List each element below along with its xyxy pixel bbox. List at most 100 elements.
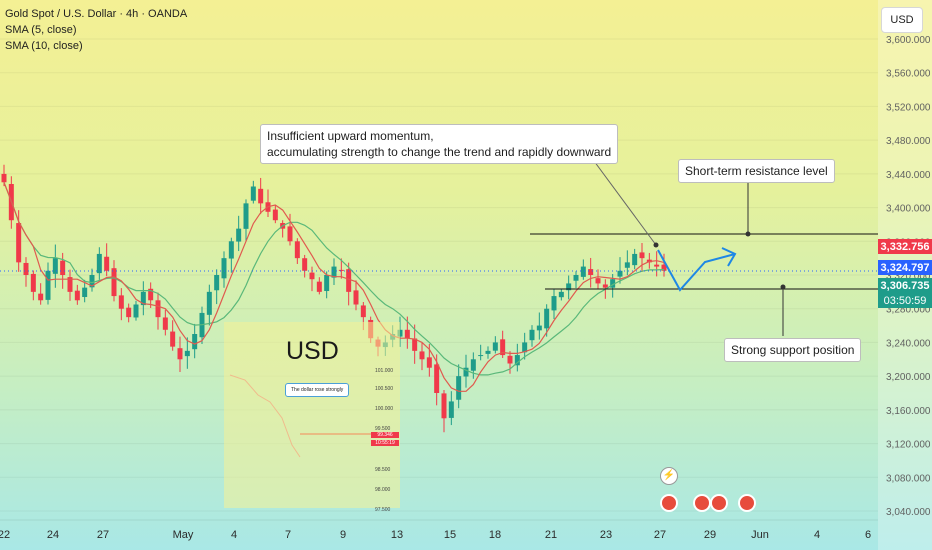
candle-body[interactable] [485,350,491,354]
candle-body[interactable] [16,223,22,263]
candle-body[interactable] [133,304,139,318]
candle-body[interactable] [250,186,256,201]
candle-body[interactable] [463,367,469,377]
price-axis[interactable] [878,0,932,550]
candle-body[interactable] [610,279,616,288]
candle-body[interactable] [346,269,352,292]
candle-body[interactable] [397,329,403,337]
candle-body[interactable] [126,307,132,318]
candle-body[interactable] [236,228,242,242]
candle-body[interactable] [140,291,146,306]
candle-body[interactable] [177,348,183,360]
candle-body[interactable] [514,355,520,366]
candle-body[interactable] [478,355,484,357]
candle-body[interactable] [639,252,645,259]
candle-body[interactable] [404,329,410,339]
candle-body[interactable] [67,277,73,292]
y-tick-label: 3,400.000 [886,204,931,215]
candle-body[interactable] [441,393,447,419]
candle-body[interactable] [89,275,95,288]
candle-body[interactable] [294,241,300,259]
candle-body[interactable] [228,241,234,259]
candle-body[interactable] [456,376,462,400]
candle-body[interactable] [536,325,542,331]
candle-body[interactable] [324,275,330,292]
candle-body[interactable] [148,288,154,301]
us-flag-icon[interactable] [738,494,756,512]
resistance-anchor [745,231,751,237]
candle-body[interactable] [551,296,557,311]
candle-body[interactable] [661,264,667,271]
candle-body[interactable] [302,258,308,271]
candle-body[interactable] [360,305,366,318]
candle-body[interactable] [588,269,594,275]
candle-body[interactable] [507,355,513,364]
candle-body[interactable] [1,173,7,183]
candle-body[interactable] [155,300,161,318]
candle-body[interactable] [96,253,102,274]
candle-body[interactable] [573,275,579,281]
candle-body[interactable] [52,258,58,274]
candle-body[interactable] [162,317,168,330]
candle-body[interactable] [272,209,278,221]
candle-body[interactable] [258,188,264,204]
candle-body[interactable] [617,270,623,277]
candle-body[interactable] [23,262,29,275]
sma5-legend[interactable]: SMA (5, close) [5,24,77,36]
x-tick-label: 29 [704,529,716,541]
candle-body[interactable] [118,295,124,309]
projection-path [657,249,736,292]
sma10-legend[interactable]: SMA (10, close) [5,40,83,52]
candle-body[interactable] [192,334,198,350]
candle-body[interactable] [654,264,660,267]
candle-body[interactable] [595,278,601,284]
x-tick-label: 22 [0,529,10,541]
candle-body[interactable] [566,283,572,291]
candle-body[interactable] [602,284,608,288]
candle-body[interactable] [170,331,176,347]
candle-body[interactable] [309,272,315,280]
candle-body[interactable] [214,275,220,291]
candle-body[interactable] [529,329,535,341]
candle-body[interactable] [38,293,44,301]
candle-body[interactable] [470,359,476,371]
candle-body[interactable] [448,401,454,418]
candle-body[interactable] [419,351,425,360]
us-flag-icon[interactable] [693,494,711,512]
candle-body[interactable] [500,339,506,356]
candle-body[interactable] [632,253,638,266]
candle-body[interactable] [338,269,344,271]
candle-body[interactable] [111,268,117,297]
symbol-title[interactable]: Gold Spot / U.S. Dollar · 4h · OANDA [5,8,188,20]
us-flag-icon[interactable] [660,494,678,512]
candle-body[interactable] [331,266,337,278]
candle-body[interactable] [206,291,212,315]
candle-body[interactable] [221,258,227,279]
y-tick-label: 3,040.000 [886,507,931,518]
candle-body[interactable] [316,281,322,292]
currency-button[interactable]: USD [881,7,923,33]
candle-body[interactable] [30,273,36,292]
candle-body[interactable] [522,342,528,353]
candle-body[interactable] [580,266,586,277]
candle-body[interactable] [104,256,110,271]
candle-body[interactable] [353,290,359,305]
candle-body[interactable] [558,291,564,298]
candle-body[interactable] [434,364,440,393]
lightning-icon[interactable]: ⚡ [660,467,678,485]
candle-body[interactable] [45,270,51,300]
candle-body[interactable] [184,350,190,357]
us-flag-icon[interactable] [710,494,728,512]
candle-body[interactable] [60,260,66,275]
candle-body[interactable] [243,203,249,229]
candle-body[interactable] [74,290,80,301]
candle-body[interactable] [287,226,293,242]
candle-body[interactable] [426,357,432,368]
candle-body[interactable] [492,342,498,351]
candle-body[interactable] [544,308,550,329]
candle-body[interactable] [82,287,88,298]
candle-body[interactable] [412,338,418,351]
x-tick-label: Jun [751,529,769,541]
candle-body[interactable] [624,262,630,268]
